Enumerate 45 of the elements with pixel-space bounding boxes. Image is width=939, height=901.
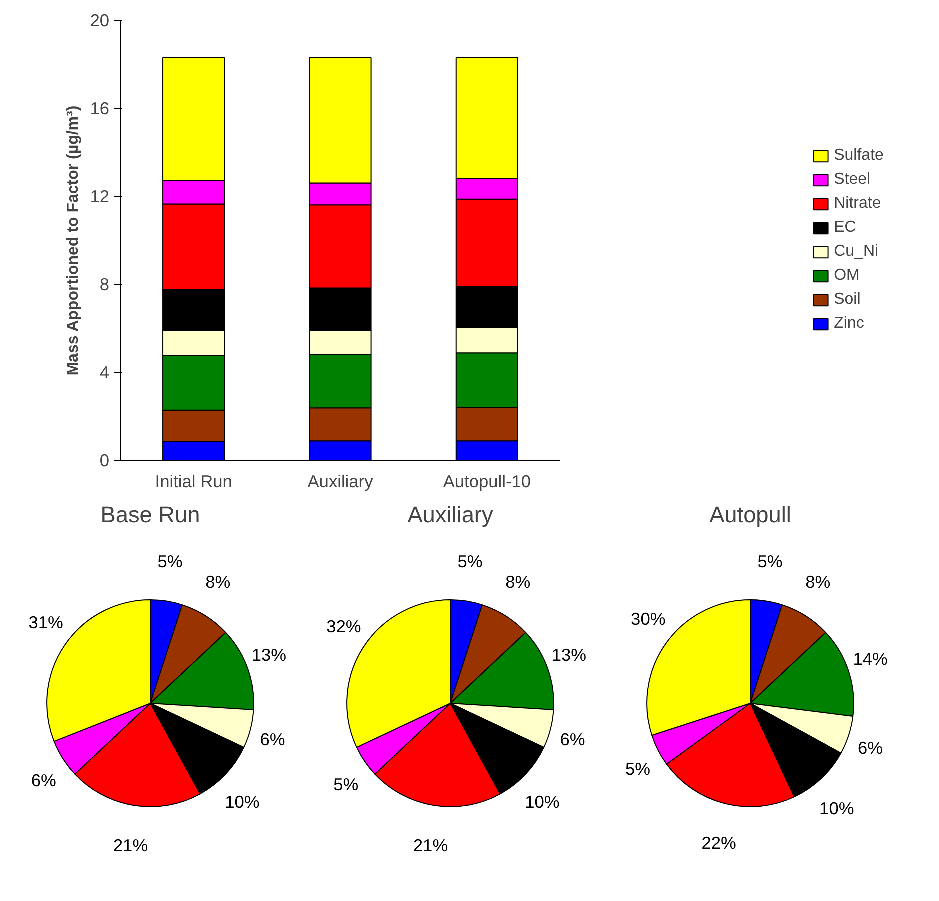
data-label: 13% bbox=[252, 644, 287, 665]
data-label: 6% bbox=[560, 729, 586, 750]
legend-label: Steel bbox=[834, 171, 871, 189]
legend-label: OM bbox=[834, 267, 860, 285]
chart-title: Auxiliary bbox=[408, 502, 494, 528]
data-label: 6% bbox=[858, 738, 884, 758]
data-label: 8% bbox=[806, 572, 831, 592]
legend-label: Zinc bbox=[834, 315, 864, 333]
legend-label: Nitrate bbox=[834, 195, 882, 213]
y-tick-label: 16 bbox=[90, 98, 110, 118]
data-label: 10% bbox=[525, 792, 560, 812]
legend-label: Sulfate bbox=[834, 147, 884, 165]
data-label: 8% bbox=[506, 572, 531, 592]
data-label: 6% bbox=[31, 770, 56, 791]
data-label: 30% bbox=[631, 608, 666, 629]
data-label: 13% bbox=[552, 644, 587, 665]
data-label: 8% bbox=[206, 572, 231, 592]
data-label: 6% bbox=[260, 729, 286, 750]
data-label: 5% bbox=[626, 758, 651, 779]
x-tick-label: Initial Run bbox=[155, 472, 232, 492]
data-label: 5% bbox=[758, 551, 783, 572]
chart-title: Autopull bbox=[710, 502, 792, 528]
data-label: 5% bbox=[334, 774, 359, 794]
y-tick-label: 8 bbox=[100, 274, 110, 294]
y-tick-label: 4 bbox=[100, 362, 110, 382]
x-tick-label: Autopull-10 bbox=[443, 472, 532, 492]
legend-label: EC bbox=[834, 219, 856, 237]
data-label: 5% bbox=[458, 551, 483, 572]
y-tick-label: 0 bbox=[100, 450, 110, 470]
legend-label: Cu_Ni bbox=[834, 243, 879, 261]
y-axis-title: Mass Apportioned to Factor (µg/m³) bbox=[65, 106, 82, 376]
data-label: 32% bbox=[326, 616, 362, 636]
data-label: 21% bbox=[413, 836, 448, 856]
data-label: 10% bbox=[225, 792, 260, 812]
y-tick-label: 12 bbox=[90, 186, 110, 206]
chart-title: Base Run bbox=[100, 502, 200, 528]
data-label: 14% bbox=[853, 649, 888, 670]
legend-label: Soil bbox=[834, 291, 861, 309]
data-label: 21% bbox=[113, 836, 148, 856]
data-label: 31% bbox=[28, 612, 64, 633]
data-label: 5% bbox=[158, 551, 183, 572]
x-tick-label: Auxiliary bbox=[308, 472, 374, 492]
data-label: 22% bbox=[702, 832, 736, 853]
data-label: 10% bbox=[820, 798, 854, 818]
y-tick-label: 20 bbox=[90, 10, 110, 30]
